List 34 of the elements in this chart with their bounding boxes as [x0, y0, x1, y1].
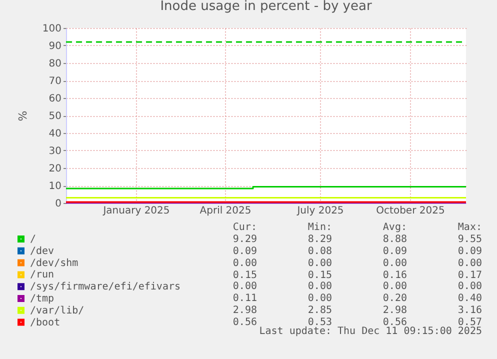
- y-tick-label: 100: [42, 24, 62, 34]
- text: 9.29 8.29 8.88 9.55: [232, 234, 482, 245]
- y-tick-label: 0: [55, 198, 62, 210]
- text: 2.98 2.85 2.98 3.16: [232, 305, 482, 316]
- y-tick-label: 30: [48, 146, 62, 157]
- y-axis-title: %: [16, 110, 30, 122]
- text: Cur: Min: Avg: Max:: [232, 222, 482, 233]
- legend-label: /boot: [30, 317, 60, 328]
- y-tick-label: 80: [48, 58, 62, 70]
- legend-label: /: [30, 234, 36, 245]
- y-tick-label: 60: [48, 94, 62, 104]
- text: 0.09 0.08 0.09 0.09: [232, 246, 482, 257]
- x-tick-label: April 2025: [200, 206, 252, 216]
- text: 0.11 0.00 0.20 0.40: [232, 293, 482, 304]
- legend-label: /run: [30, 270, 54, 281]
- y-tick-label: 50: [48, 111, 62, 122]
- text: 0.00 0.00 0.00 0.00: [232, 281, 482, 292]
- x-tick-label: October 2025: [376, 206, 445, 216]
- legend-label: /var/lib/: [30, 305, 84, 316]
- y-tick-label: 20: [48, 164, 62, 174]
- legend-label: /dev/shm: [30, 258, 78, 269]
- legend-label: /sys/firmware/efi/efivars: [30, 282, 181, 293]
- y-tick-label: 70: [48, 76, 62, 87]
- text: Last update: Thu Dec 11 09:15:00 2025: [259, 326, 482, 337]
- legend-label: /dev: [30, 246, 54, 257]
- y-tick-label: 90: [48, 41, 62, 52]
- y-tick-label: 10: [48, 181, 62, 192]
- text: 0.00 0.00 0.00 0.00: [232, 258, 482, 269]
- legend-label: /tmp: [30, 294, 54, 304]
- y-tick-label: 40: [48, 128, 62, 140]
- chart-title: Inode usage in percent - by year: [160, 0, 372, 14]
- text: 0.15 0.15 0.16 0.17: [232, 270, 482, 281]
- x-tick-label: January 2025: [102, 206, 170, 216]
- x-tick-label: July 2025: [296, 206, 344, 216]
